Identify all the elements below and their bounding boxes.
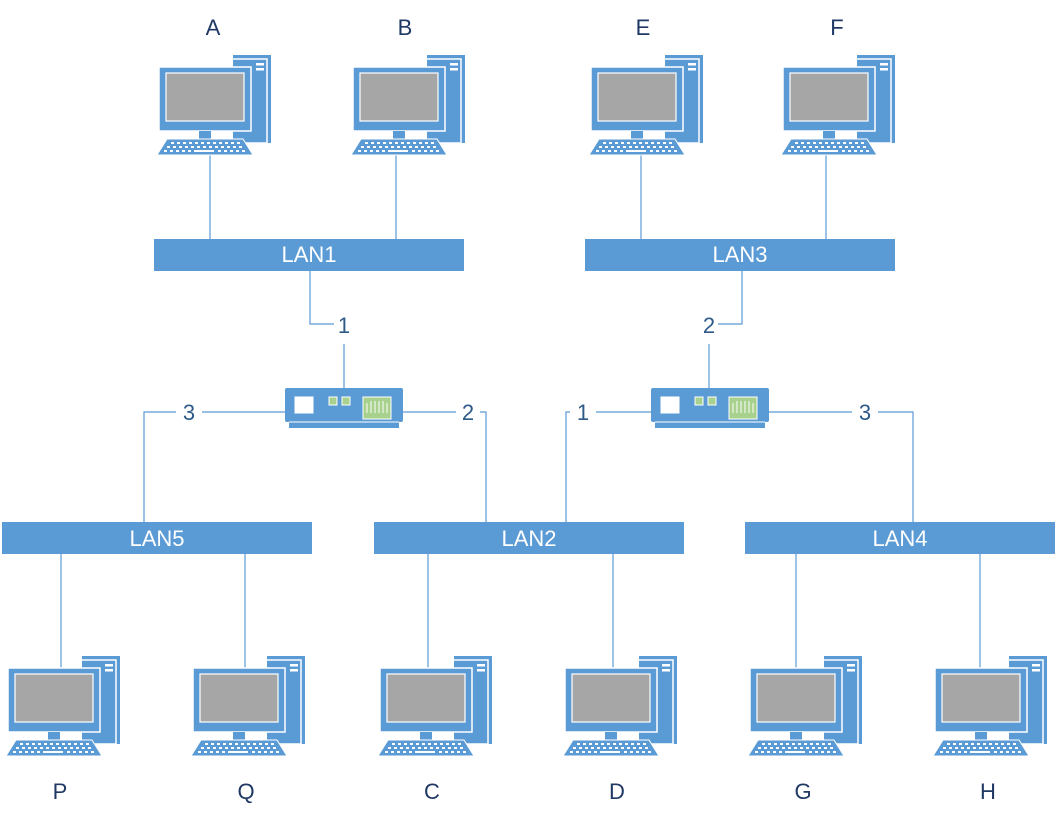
bridge-2: 1 2 3 bbox=[577, 313, 871, 429]
bridge-1-port-1-label: 1 bbox=[338, 313, 350, 338]
wire-LAN3-bridge2-port2 bbox=[718, 271, 743, 325]
lan-label-LAN4: LAN4 bbox=[872, 526, 927, 551]
lan-label-LAN2: LAN2 bbox=[501, 526, 556, 551]
computer-icon bbox=[588, 54, 704, 156]
bridge-2-port-3-label: 3 bbox=[859, 400, 871, 425]
wire-bridge1-port2-LAN2 bbox=[480, 411, 487, 522]
host-label-C: C bbox=[424, 779, 440, 804]
bridge-1: 1 2 3 bbox=[183, 313, 474, 429]
computer-icon bbox=[562, 655, 678, 757]
wire-bridge2-port1-LAN2 bbox=[565, 411, 570, 522]
computer-icon bbox=[350, 54, 466, 156]
lan-label-LAN3: LAN3 bbox=[712, 242, 767, 267]
computer-icon bbox=[5, 655, 121, 757]
wire-bridge2-port3-LAN4 bbox=[878, 411, 914, 522]
computer-icon bbox=[747, 655, 863, 757]
lan-label-LAN1: LAN1 bbox=[281, 242, 336, 267]
host-label-E: E bbox=[636, 15, 651, 40]
host-label-Q: Q bbox=[237, 779, 254, 804]
bridge-2-port-1-label: 1 bbox=[577, 400, 589, 425]
lan-LAN3: LAN3 bbox=[585, 239, 895, 271]
host-label-B: B bbox=[398, 15, 413, 40]
host-label-G: G bbox=[794, 779, 811, 804]
wires bbox=[60, 152, 981, 670]
host-label-H: H bbox=[980, 779, 996, 804]
bridge-2-icon bbox=[650, 387, 770, 429]
bridge-1-port-3-label: 3 bbox=[183, 400, 195, 425]
computer-icon bbox=[780, 54, 896, 156]
bridge-2-port-2-label: 2 bbox=[703, 313, 715, 338]
lan-LAN4: LAN4 bbox=[745, 522, 1055, 554]
host-label-D: D bbox=[609, 779, 625, 804]
lan-label-LAN5: LAN5 bbox=[129, 526, 184, 551]
host-P: P bbox=[5, 655, 121, 804]
bridge-1-icon bbox=[284, 387, 404, 429]
host-G: G bbox=[747, 655, 863, 804]
host-label-F: F bbox=[830, 15, 843, 40]
host-label-P: P bbox=[53, 779, 68, 804]
wire-LAN1-bridge1-port1 bbox=[309, 271, 334, 325]
lan-LAN2: LAN2 bbox=[374, 522, 684, 554]
host-A: A bbox=[156, 15, 272, 156]
host-D: D bbox=[562, 655, 678, 804]
host-F: F bbox=[780, 15, 896, 156]
lan-LAN5: LAN5 bbox=[2, 522, 312, 554]
wire-bridge1-port3-LAN5 bbox=[143, 411, 176, 522]
host-C: C bbox=[377, 655, 493, 804]
computer-icon bbox=[377, 655, 493, 757]
computer-icon bbox=[932, 655, 1048, 757]
host-Q: Q bbox=[190, 655, 306, 804]
host-B: B bbox=[350, 15, 466, 156]
lan-LAN1: LAN1 bbox=[154, 239, 464, 271]
host-H: H bbox=[932, 655, 1048, 804]
host-E: E bbox=[588, 15, 704, 156]
host-label-A: A bbox=[206, 15, 221, 40]
bridge-1-port-2-label: 2 bbox=[462, 400, 474, 425]
computer-icon bbox=[156, 54, 272, 156]
computer-icon bbox=[190, 655, 306, 757]
